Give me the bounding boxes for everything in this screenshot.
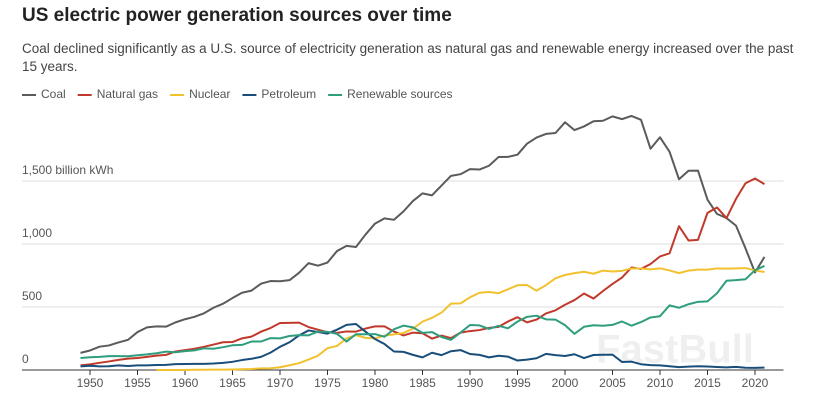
x-tick-label: 1975: [314, 376, 341, 390]
legend-label: Nuclear: [189, 87, 230, 101]
x-tick-label: 1965: [219, 376, 246, 390]
chart-title: US electric power generation sources ove…: [22, 5, 452, 26]
x-tick-label: 2020: [742, 376, 769, 390]
watermark: FastBull: [596, 328, 754, 372]
x-tick-label: 2010: [647, 376, 674, 390]
y-tick-label: 500: [22, 289, 42, 303]
x-tick-label: 1970: [267, 376, 294, 390]
x-tick-label: 1995: [504, 376, 531, 390]
chart-subtitle: Coal declined significantly as a U.S. so…: [22, 41, 794, 74]
x-tick-label: 1990: [457, 376, 484, 390]
x-tick-label: 2015: [694, 376, 721, 390]
y-tick-label: 1,000: [22, 226, 52, 240]
series-line: [80, 323, 765, 369]
legend-label: Petroleum: [261, 87, 316, 101]
x-tick-label: 1955: [124, 376, 151, 390]
legend-label: Renewable sources: [347, 87, 452, 101]
legend-label: Coal: [41, 87, 66, 101]
series-line: [80, 114, 766, 354]
x-tick-label: 1980: [362, 376, 389, 390]
legend-label: Natural gas: [97, 87, 158, 101]
x-tick-label: 2000: [552, 376, 579, 390]
x-tick-label: 1950: [77, 376, 104, 390]
series-line: [80, 265, 765, 360]
x-tick-label: 2005: [599, 376, 626, 390]
x-tick-label: 1960: [172, 376, 199, 390]
y-tick-label: 1,500 billion kWh: [22, 163, 113, 177]
y-tick-label: 0: [22, 352, 29, 366]
x-tick-label: 1985: [409, 376, 436, 390]
series-line: [156, 267, 765, 371]
